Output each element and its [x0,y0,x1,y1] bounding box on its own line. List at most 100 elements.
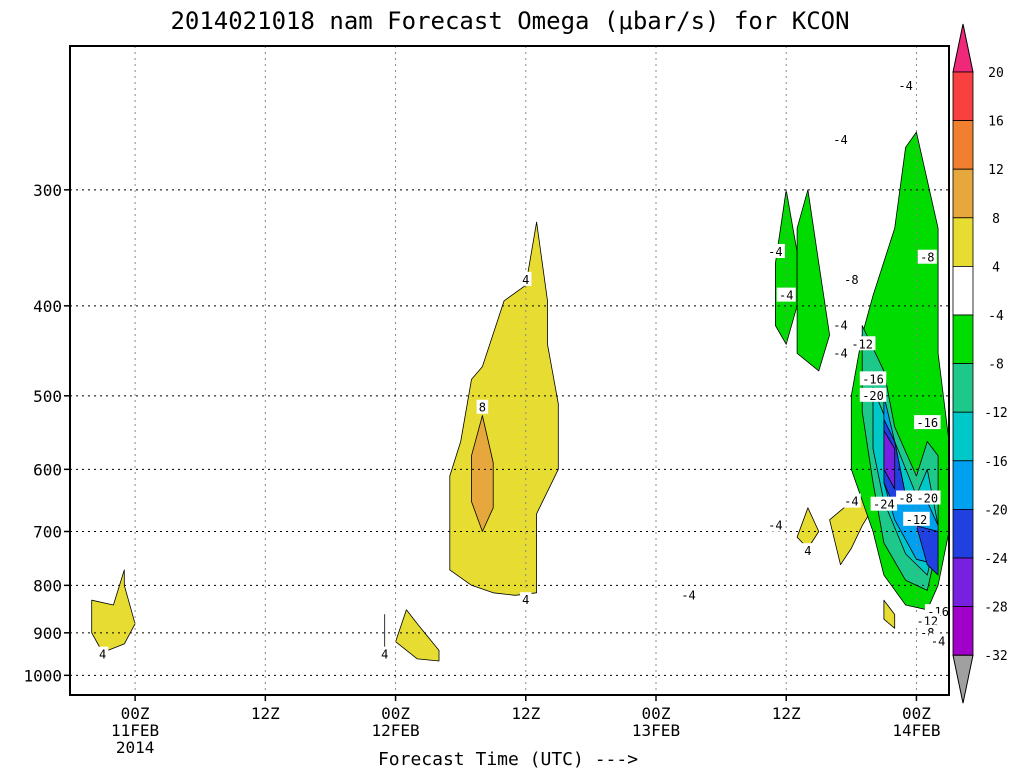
contour-label-21: -8 [898,492,912,506]
y-tick-label-700: 700 [33,522,62,541]
contour-label-1: 4 [381,648,388,662]
contour-region-4 [471,415,494,532]
contour-label-15: -4 [833,346,847,360]
contour-label-bg-18 [914,415,941,430]
colorbar-label-10: -24 [984,552,1008,567]
contour-label-12: -8 [920,251,934,265]
contour-region-15 [883,430,896,490]
colorbar-label-2: 12 [988,163,1004,178]
contour-label-9: -4 [833,133,847,147]
contour-region-0 [91,569,136,653]
y-tick-label-800: 800 [33,576,62,595]
contour-label-bg-22 [914,490,941,505]
contour-label-bg-1 [378,646,391,661]
x-tick-label-0-1: 11FEB [111,721,159,740]
contour-label-3: 8 [479,401,486,415]
colorbar-under-triangle [952,654,974,704]
colorbar-label-12: -32 [984,649,1007,664]
colorbar-label-7: -12 [984,406,1007,421]
contour-label-16: -16 [862,372,884,386]
contour-region-3 [449,221,559,596]
contour-label-11: -8 [844,273,858,287]
colorbar-box-3 [952,217,974,267]
contour-label-28: -4 [931,635,945,649]
contour-label-bg-14 [848,336,876,351]
colorbar-box-1 [952,120,974,170]
colorbar-label-9: -20 [984,503,1007,518]
x-tick-label-6-0: 00Z [902,704,931,723]
contour-label-22: -20 [916,492,938,506]
x-tick-label-5-0: 12Z [772,704,801,723]
contour-label-bg-28 [928,633,948,648]
contour-label-bg-9 [830,131,850,146]
contour-label-5: -4 [681,588,695,602]
colorbar-label-4: 4 [992,260,1000,275]
contour-label-bg-23 [903,511,930,526]
plot-frame [69,45,950,696]
contour-label-bg-5 [679,587,699,602]
contour-label-14: -12 [851,337,873,351]
chart-title: 2014021018 nam Forecast Omega (μbar/s) f… [170,7,849,35]
contour-label-bg-4 [520,592,532,607]
contour-region-2 [395,609,440,662]
contour-label-0: 4 [99,648,106,662]
colorbar-box-0 [952,71,974,121]
colorbar-box-2 [952,168,974,219]
contour-label-24: 4 [804,544,811,558]
colorbar-box-11 [952,606,974,656]
colorbar-box-5 [952,314,974,364]
contour-label-bg-24 [802,543,814,558]
x-tick-label-0-0: 00Z [121,704,150,723]
contour-label-bg-20 [870,496,898,511]
colorbar-label-8: -16 [984,455,1007,470]
y-tick-label-900: 900 [33,624,62,643]
contour-label-2: 4 [522,273,529,287]
contour-label-bg-11 [841,271,861,286]
colorbar-box-4 [952,265,974,316]
colorbar-label-5: -4 [988,309,1004,324]
contour-label-10: -4 [898,79,912,93]
x-tick-label-3-0: 12Z [511,704,540,723]
contour-region-9 [796,189,830,372]
contour-label-bg-2 [520,271,532,286]
contour-region-8 [775,189,798,345]
grid-layer [70,46,949,695]
y-tick-label-500: 500 [33,387,62,406]
contour-label-6: -4 [768,519,782,533]
colorbar-box-6 [952,363,974,413]
y-tick-label-400: 400 [33,297,62,316]
contour-label-7: -4 [768,245,782,259]
contour-label-bg-17 [859,387,887,402]
contour-label-bg-10 [896,78,916,93]
contour-label-bg-21 [896,490,916,505]
contour-label-bg-15 [830,345,850,360]
contour-label-bg-6 [765,517,785,532]
contour-label-bg-8 [776,287,796,302]
contour-label-19: -4 [844,495,858,509]
y-tick-label-300: 300 [33,181,62,200]
y-tick-label-600: 600 [33,460,62,479]
contour-label-4: 4 [522,593,529,607]
colorbar-label-6: -8 [988,358,1004,373]
x-tick-label-4-1: 13FEB [632,721,680,740]
contour-label-8: -4 [779,289,793,303]
contour-label-bg-19 [841,493,861,508]
x-tick-label-0-2: 2014 [116,738,155,757]
contour-region-16 [916,525,939,576]
contour-label-18: -16 [916,416,938,430]
x-tick-label-4-0: 00Z [642,704,671,723]
contour-label-23: -12 [906,513,928,527]
contour-label-bg-0 [96,646,109,661]
colorbar-label-11: -28 [984,601,1007,616]
contour-label-13: -4 [833,319,847,333]
colorbar-box-10 [952,557,974,607]
x-tick-label-1-0: 12Z [251,704,280,723]
y-tick-label-1000: 1000 [23,666,62,685]
contour-label-bg-12 [917,249,937,264]
contour-region-7 [883,599,896,629]
contour-label-17: -20 [862,389,884,403]
colorbar: 20 16 12 8 4 -4 -8 -12 -16 -20 -24 -28 -32 [952,23,1008,704]
